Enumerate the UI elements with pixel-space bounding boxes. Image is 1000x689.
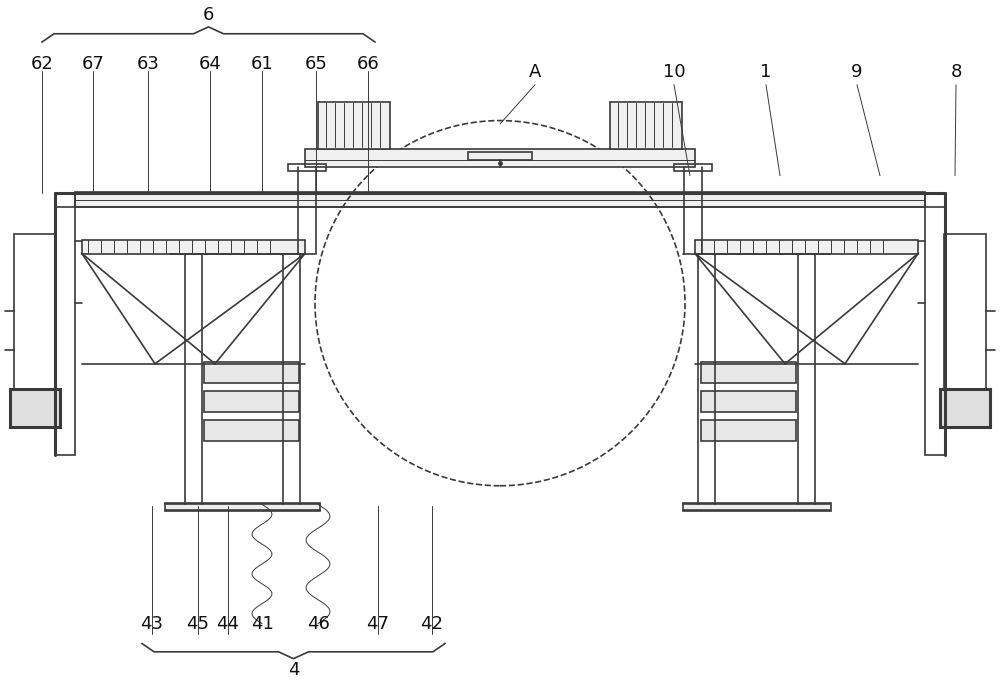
Text: 67: 67	[82, 55, 104, 73]
Text: 62: 62	[31, 55, 53, 73]
Bar	[165, 503, 320, 511]
Text: 46: 46	[307, 615, 329, 633]
Text: 1: 1	[760, 63, 772, 81]
Bar	[75, 192, 925, 207]
Text: 41: 41	[251, 615, 273, 633]
Text: 4: 4	[288, 661, 299, 679]
Text: 43: 43	[140, 615, 164, 633]
Bar	[468, 152, 532, 160]
Bar	[610, 102, 682, 149]
Bar	[944, 234, 986, 400]
Bar	[701, 362, 796, 383]
Text: 61: 61	[251, 55, 273, 73]
Bar	[305, 149, 695, 167]
Text: 66: 66	[357, 55, 379, 73]
Bar	[10, 389, 60, 427]
Bar	[674, 164, 712, 171]
Bar	[695, 240, 918, 254]
Bar	[204, 362, 299, 383]
Text: A: A	[529, 63, 541, 81]
Text: 6: 6	[203, 6, 214, 24]
Bar	[940, 389, 990, 427]
Text: 9: 9	[851, 63, 863, 81]
Bar	[318, 102, 390, 149]
Text: 8: 8	[950, 63, 962, 81]
Bar	[204, 420, 299, 441]
Text: 42: 42	[420, 615, 444, 633]
Text: 64: 64	[199, 55, 221, 73]
Text: 65: 65	[305, 55, 327, 73]
Bar	[14, 234, 56, 400]
Text: 10: 10	[663, 63, 685, 81]
Bar	[701, 391, 796, 412]
Bar	[288, 164, 326, 171]
Text: 45: 45	[186, 615, 210, 633]
Text: 44: 44	[216, 615, 240, 633]
Bar	[82, 240, 305, 254]
Bar	[683, 503, 831, 511]
Text: 47: 47	[366, 615, 390, 633]
Bar	[701, 420, 796, 441]
Bar	[204, 391, 299, 412]
Text: 63: 63	[137, 55, 159, 73]
